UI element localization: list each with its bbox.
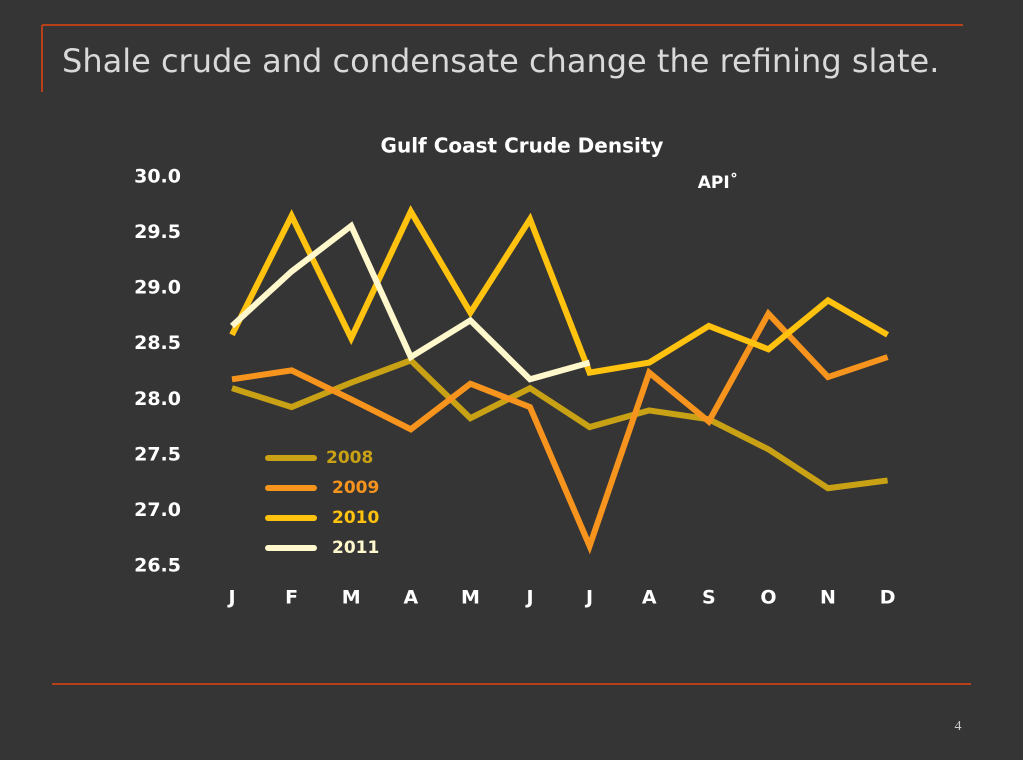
legend-label: 2011 bbox=[332, 538, 379, 558]
x-tick-label: M bbox=[342, 587, 361, 609]
legend-label: 2008 bbox=[326, 448, 373, 468]
series-line bbox=[229, 221, 591, 383]
x-tick-label: M bbox=[461, 587, 480, 609]
slide-title: Shale crude and condensate change the re… bbox=[62, 42, 939, 80]
y-tick-label: 29.5 bbox=[134, 221, 181, 243]
chart-title: Gulf Coast Crude Density bbox=[381, 134, 664, 158]
unit-label: API˚ bbox=[698, 171, 738, 193]
x-tick-label: N bbox=[820, 587, 836, 609]
y-tick-label: 28.0 bbox=[134, 388, 181, 410]
y-tick-label: 28.5 bbox=[134, 332, 181, 354]
x-tick-label: A bbox=[403, 587, 418, 609]
x-tick-label: F bbox=[285, 587, 298, 609]
page-number: 4 bbox=[955, 719, 962, 734]
x-tick-label: O bbox=[760, 587, 776, 609]
x-tick-label: A bbox=[642, 587, 657, 609]
x-tick-label: D bbox=[880, 587, 896, 609]
series-line bbox=[231, 308, 889, 555]
y-tick-label: 30.0 bbox=[134, 166, 181, 188]
y-tick-label: 26.5 bbox=[134, 555, 181, 577]
x-tick-label: J bbox=[226, 587, 235, 609]
x-tick-label: J bbox=[584, 587, 593, 609]
y-tick-label: 27.0 bbox=[134, 499, 181, 521]
y-tick-label: 29.0 bbox=[134, 277, 181, 299]
series-line bbox=[231, 356, 888, 492]
x-tick-label: S bbox=[702, 587, 716, 609]
series-line bbox=[229, 205, 890, 376]
x-tick-label: J bbox=[524, 587, 533, 609]
legend-label: 2009 bbox=[332, 478, 379, 498]
legend-label: 2010 bbox=[332, 508, 379, 528]
y-tick-label: 27.5 bbox=[134, 443, 181, 465]
